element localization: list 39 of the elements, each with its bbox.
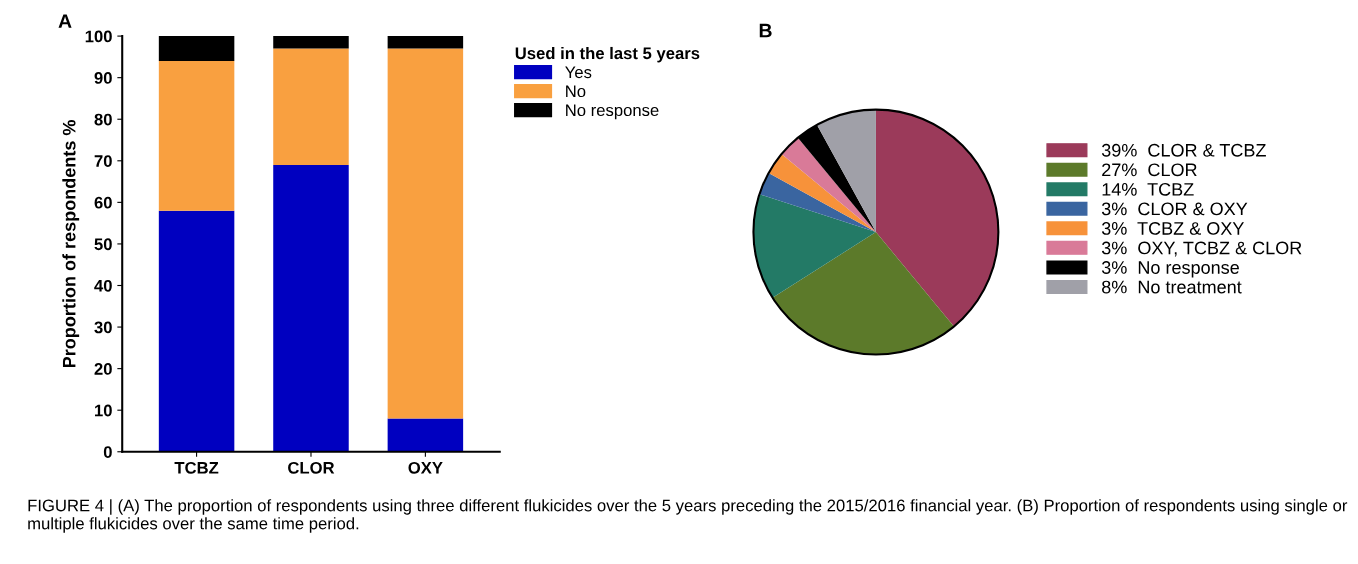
y-tick-label: 0 <box>103 446 112 458</box>
x-tick-label: OXY <box>408 461 443 474</box>
bar <box>158 36 235 62</box>
bar <box>273 164 349 452</box>
legend-label: Yes <box>565 66 592 79</box>
legend-label: 3% OXY, TCBZ & CLOR <box>1101 241 1302 257</box>
legend-label: 8% No treatment <box>1102 280 1242 294</box>
legend-label: 3% TCBZ & OXY <box>1101 222 1244 235</box>
bar <box>387 48 464 419</box>
chart-title: A <box>58 14 72 28</box>
y-axis-title: Proportion of respondents % <box>62 120 80 368</box>
bar <box>273 36 349 49</box>
legend-label: 27% CLOR <box>1102 163 1197 177</box>
y-tick-label: 70 <box>94 155 112 167</box>
bar <box>273 48 349 165</box>
legend-label: 3% No response <box>1101 261 1239 278</box>
caption: FIGURE 4 | (A) The proportion of respondents using three different flukicides over the 5 years preceding the 2015/2016 financial year. (B) Proportion of respondents using single or multiple flukicides over the same time period. <box>28 499 1348 533</box>
legend-label: No response <box>566 104 659 120</box>
bar <box>158 61 235 211</box>
y-tick-label: 90 <box>94 72 112 84</box>
y-tick-label: 30 <box>94 321 112 334</box>
chart-title: B <box>759 23 772 38</box>
legend-label: 39% CLOR & TCBZ <box>1101 143 1266 157</box>
y-tick-label: 40 <box>94 279 112 292</box>
y-tick-label: 20 <box>94 363 112 375</box>
x-tick-label: CLOR <box>288 461 335 474</box>
legend-label: No <box>566 85 586 98</box>
legend-title: Used in the last 5 years <box>515 46 700 63</box>
y-tick-label: 10 <box>95 404 112 417</box>
bar <box>387 418 464 452</box>
bar <box>387 36 464 49</box>
legend-label: 3% CLOR & OXY <box>1101 202 1248 216</box>
y-tick-label: 80 <box>94 113 112 126</box>
x-tick-label: TCBZ <box>174 461 219 474</box>
y-tick-label: 60 <box>94 196 112 209</box>
y-tick-label: 100 <box>85 30 112 43</box>
y-tick-label: 50 <box>94 238 112 251</box>
bar <box>158 210 235 452</box>
legend-label: 14% TCBZ <box>1102 182 1194 196</box>
